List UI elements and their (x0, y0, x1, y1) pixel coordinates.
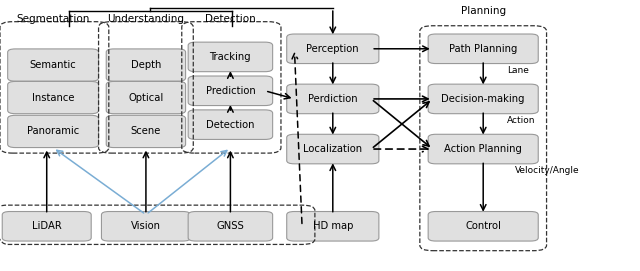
FancyBboxPatch shape (106, 49, 186, 81)
Text: Lane: Lane (507, 66, 529, 75)
Text: Planning: Planning (461, 6, 506, 16)
FancyBboxPatch shape (188, 76, 273, 105)
FancyBboxPatch shape (287, 211, 379, 241)
Text: Tracking: Tracking (209, 52, 252, 62)
Text: Prediction: Prediction (205, 86, 255, 96)
Text: HD map: HD map (312, 221, 353, 231)
FancyBboxPatch shape (428, 84, 538, 114)
FancyBboxPatch shape (287, 84, 379, 114)
Text: GNSS: GNSS (216, 221, 244, 231)
FancyBboxPatch shape (287, 34, 379, 64)
Text: Velocity/Angle: Velocity/Angle (515, 166, 580, 175)
Text: Semantic: Semantic (29, 60, 77, 70)
Text: Panoramic: Panoramic (27, 127, 79, 136)
FancyBboxPatch shape (287, 134, 379, 164)
Text: Segmentation: Segmentation (17, 14, 90, 24)
FancyBboxPatch shape (2, 211, 92, 241)
FancyBboxPatch shape (188, 110, 273, 139)
Text: Perdiction: Perdiction (308, 94, 358, 104)
FancyBboxPatch shape (101, 211, 191, 241)
Text: Action: Action (507, 116, 536, 125)
Text: Path Planning: Path Planning (449, 44, 517, 54)
FancyBboxPatch shape (188, 42, 273, 72)
Text: Action Planning: Action Planning (444, 144, 522, 154)
Text: Localization: Localization (303, 144, 362, 154)
Text: Vision: Vision (131, 221, 161, 231)
FancyBboxPatch shape (188, 211, 273, 241)
Text: Instance: Instance (32, 93, 74, 102)
FancyBboxPatch shape (106, 81, 186, 114)
Text: Understanding: Understanding (108, 14, 184, 24)
FancyBboxPatch shape (428, 211, 538, 241)
FancyBboxPatch shape (428, 134, 538, 164)
Text: Optical: Optical (128, 93, 164, 102)
Text: Depth: Depth (131, 60, 161, 70)
FancyBboxPatch shape (8, 81, 99, 114)
FancyBboxPatch shape (428, 34, 538, 64)
FancyBboxPatch shape (8, 49, 99, 81)
Text: Detection: Detection (205, 14, 256, 24)
FancyBboxPatch shape (106, 115, 186, 147)
Text: Decision-making: Decision-making (442, 94, 525, 104)
Text: Control: Control (465, 221, 501, 231)
Text: Scene: Scene (131, 127, 161, 136)
Text: LiDAR: LiDAR (32, 221, 61, 231)
FancyBboxPatch shape (8, 115, 99, 147)
Text: Detection: Detection (206, 120, 255, 130)
Text: Perception: Perception (307, 44, 359, 54)
